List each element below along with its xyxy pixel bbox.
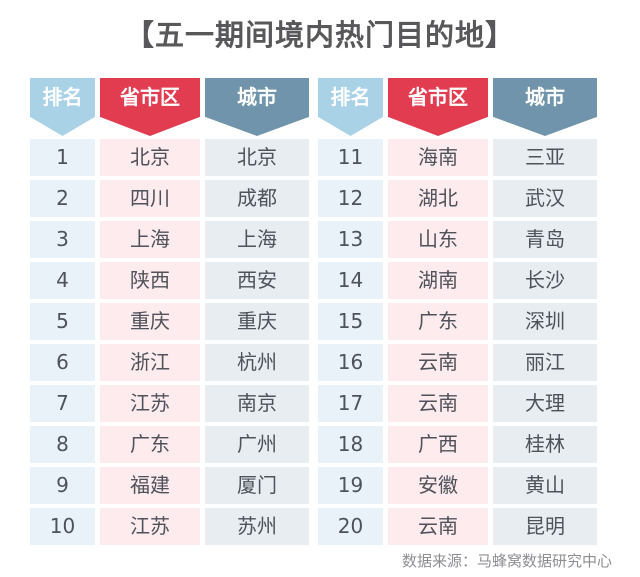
cell-rank: 14: [318, 262, 383, 299]
table-row: 4 陕西 西安: [30, 262, 309, 299]
cell-rank: 18: [318, 426, 383, 463]
cell-rank: 9: [30, 467, 95, 504]
cell-city: 青岛: [493, 221, 597, 258]
column-header-city: 城市: [493, 78, 597, 136]
cell-rank: 4: [30, 262, 95, 299]
cell-rank: 20: [318, 508, 383, 545]
cell-city: 北京: [205, 139, 309, 176]
cell-city: 上海: [205, 221, 309, 258]
table-row: 6 浙江 杭州: [30, 344, 309, 381]
cell-rank: 19: [318, 467, 383, 504]
cell-rank: 3: [30, 221, 95, 258]
column-header-rank: 排名: [30, 78, 95, 136]
table-row: 18 广西 桂林: [318, 426, 597, 463]
cell-province: 重庆: [100, 303, 200, 340]
table-header-row: 排名 省市区 城市: [318, 78, 597, 136]
table-row: 15 广东 深圳: [318, 303, 597, 340]
cell-city: 大理: [493, 385, 597, 422]
cell-rank: 15: [318, 303, 383, 340]
cell-city: 三亚: [493, 139, 597, 176]
cell-rank: 12: [318, 180, 383, 217]
table-row: 8 广东 广州: [30, 426, 309, 463]
cell-province: 江苏: [100, 385, 200, 422]
cell-rank: 11: [318, 139, 383, 176]
cell-city: 重庆: [205, 303, 309, 340]
cell-city: 厦门: [205, 467, 309, 504]
cell-city: 桂林: [493, 426, 597, 463]
cell-city: 广州: [205, 426, 309, 463]
cell-rank: 2: [30, 180, 95, 217]
cell-province: 福建: [100, 467, 200, 504]
table-body: 1 北京 北京 2 四川 成都 3 上海 上海 4 陕西 西安 5 重庆 重庆 6 浙江 杭州 7 江苏 南京 8 广东 广州…: [30, 139, 309, 545]
cell-province: 四川: [100, 180, 200, 217]
table-row: 11 海南 三亚: [318, 139, 597, 176]
cell-city: 丽江: [493, 344, 597, 381]
table-row: 7 江苏 南京: [30, 385, 309, 422]
table-row: 13 山东 青岛: [318, 221, 597, 258]
rank-table-left: 排名 省市区 城市 1 北京 北京 2 四川 成都 3 上海 上海 4 陕西 西安 5 重庆 重庆 6 浙江 杭州…: [30, 78, 309, 549]
cell-province: 广东: [100, 426, 200, 463]
page-title: 【五一期间境内热门目的地】: [124, 18, 515, 52]
cell-city: 昆明: [493, 508, 597, 545]
table-row: 2 四川 成都: [30, 180, 309, 217]
cell-province: 湖南: [388, 262, 488, 299]
cell-city: 杭州: [205, 344, 309, 381]
cell-province: 浙江: [100, 344, 200, 381]
cell-rank: 6: [30, 344, 95, 381]
cell-city: 西安: [205, 262, 309, 299]
table-row: 10 江苏 苏州: [30, 508, 309, 545]
table-row: 17 云南 大理: [318, 385, 597, 422]
cell-province: 陕西: [100, 262, 200, 299]
cell-city: 南京: [205, 385, 309, 422]
cell-province: 山东: [388, 221, 488, 258]
table-row: 14 湖南 长沙: [318, 262, 597, 299]
cell-rank: 17: [318, 385, 383, 422]
cell-rank: 8: [30, 426, 95, 463]
cell-city: 成都: [205, 180, 309, 217]
tables-container: 排名 省市区 城市 1 北京 北京 2 四川 成都 3 上海 上海 4 陕西 西安 5 重庆 重庆 6 浙江 杭州…: [30, 78, 597, 549]
cell-province: 北京: [100, 139, 200, 176]
cell-province: 广东: [388, 303, 488, 340]
data-source-note: 数据来源：马蜂窝数据研究中心: [401, 552, 612, 570]
table-row: 5 重庆 重庆: [30, 303, 309, 340]
table-row: 19 安徽 黄山: [318, 467, 597, 504]
column-header-province: 省市区: [388, 78, 488, 136]
table-row: 9 福建 厦门: [30, 467, 309, 504]
cell-province: 江苏: [100, 508, 200, 545]
cell-province: 上海: [100, 221, 200, 258]
cell-province: 海南: [388, 139, 488, 176]
cell-city: 深圳: [493, 303, 597, 340]
cell-rank: 16: [318, 344, 383, 381]
cell-province: 云南: [388, 385, 488, 422]
column-header-province: 省市区: [100, 78, 200, 136]
column-header-city: 城市: [205, 78, 309, 136]
table-header-row: 排名 省市区 城市: [30, 78, 309, 136]
cell-province: 湖北: [388, 180, 488, 217]
cell-rank: 7: [30, 385, 95, 422]
cell-city: 黄山: [493, 467, 597, 504]
cell-rank: 1: [30, 139, 95, 176]
cell-province: 安徽: [388, 467, 488, 504]
table-row: 1 北京 北京: [30, 139, 309, 176]
cell-city: 长沙: [493, 262, 597, 299]
table-row: 20 云南 昆明: [318, 508, 597, 545]
rank-table-right: 排名 省市区 城市 11 海南 三亚 12 湖北 武汉 13 山东 青岛 14 湖南 长沙 15 广东 深圳…: [318, 78, 597, 549]
table-row: 12 湖北 武汉: [318, 180, 597, 217]
cell-province: 云南: [388, 508, 488, 545]
cell-city: 苏州: [205, 508, 309, 545]
cell-rank: 13: [318, 221, 383, 258]
cell-province: 云南: [388, 344, 488, 381]
column-header-rank: 排名: [318, 78, 383, 136]
cell-rank: 5: [30, 303, 95, 340]
cell-rank: 10: [30, 508, 95, 545]
cell-city: 武汉: [493, 180, 597, 217]
table-row: 16 云南 丽江: [318, 344, 597, 381]
table-row: 3 上海 上海: [30, 221, 309, 258]
table-body: 11 海南 三亚 12 湖北 武汉 13 山东 青岛 14 湖南 长沙 15 广东 深圳 16 云南 丽江 17 云南…: [318, 139, 597, 545]
cell-province: 广西: [388, 426, 488, 463]
